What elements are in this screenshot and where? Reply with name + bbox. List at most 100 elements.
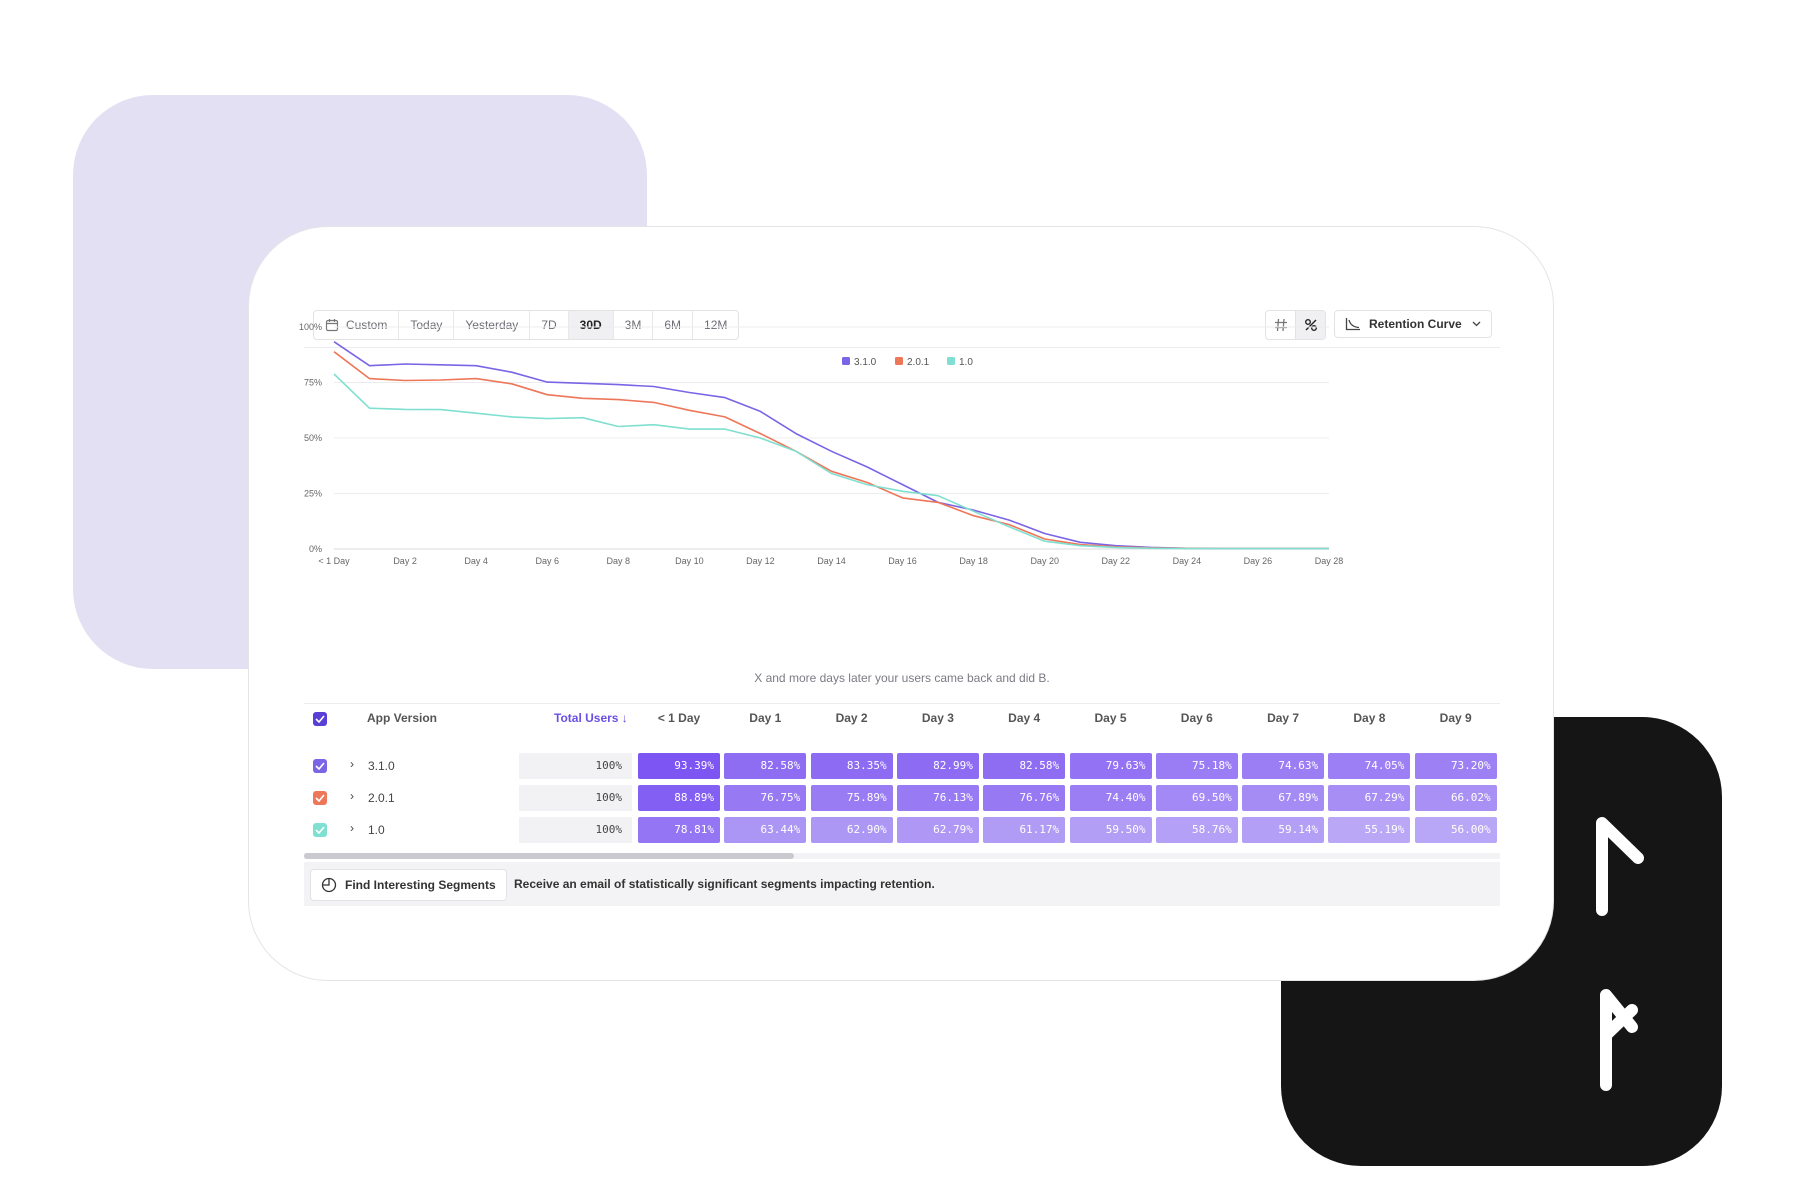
y-tick-label: 25% [304,489,322,499]
find-interesting-segments-button[interactable]: Find Interesting Segments [310,869,507,901]
horizontal-scrollbar-track[interactable] [304,853,1500,859]
retention-cell[interactable]: 74.05% [1328,753,1411,779]
retention-cell[interactable]: 76.76% [983,785,1066,811]
percent-toggle-button[interactable] [1295,311,1325,339]
row-version-label: 3.1.0 [368,759,395,773]
retention-cell[interactable]: 82.99% [896,753,979,779]
row-total-users: 100% [519,753,632,779]
date-range-12m[interactable]: 12M [693,311,738,339]
date-range-6m[interactable]: 6M [653,311,694,339]
toolbar-divider [304,347,1500,348]
retention-cell[interactable]: 62.90% [810,817,893,843]
retention-cell[interactable]: 67.29% [1328,785,1411,811]
x-tick-label: Day 10 [675,556,704,566]
table-row: › 1.0 100% 78.81% 63.44% 62.90% 62.79% 61.17% 59… [249,817,1553,843]
x-tick-label: < 1 Day [318,556,350,566]
day-column-header: Day 8 [1353,711,1386,725]
x-tick-label: Day 18 [959,556,988,566]
date-range-30d[interactable]: 30D [568,311,614,339]
table-divider [304,703,1500,704]
retention-cell[interactable]: 82.58% [724,753,807,779]
brand-arrow-glyph-icon [1596,817,1644,1091]
legend-swatch-1-0 [947,357,955,365]
table-row: › 2.0.1 100% 88.89% 76.75% 75.89% 76.13% 76.76%… [249,785,1553,811]
retention-cell[interactable]: 56.00% [1414,817,1497,843]
date-range-yesterday[interactable]: Yesterday [454,311,531,339]
x-tick-label: Day 16 [888,556,917,566]
series-line-1-0 [333,373,1329,550]
horizontal-scrollbar-thumb[interactable] [304,853,794,859]
retention-curve-icon [1345,318,1360,331]
date-range-3m[interactable]: 3M [614,311,654,339]
x-tick-label: Day 6 [535,556,559,566]
retention-cell[interactable]: 59.14% [1242,817,1325,843]
chevron-down-icon [1472,321,1481,327]
segments-icon [321,877,337,893]
row-checkbox[interactable] [313,759,327,773]
date-range-label: 30D [579,318,602,332]
x-tick-label: Day 14 [817,556,846,566]
retention-cell[interactable]: 62.79% [896,817,979,843]
date-range-7d[interactable]: 7D [530,311,569,339]
x-tick-label: Day 22 [1102,556,1131,566]
retention-cell[interactable]: 69.50% [1155,785,1238,811]
retention-cell[interactable]: 73.20% [1414,753,1497,779]
find-segments-label: Find Interesting Segments [345,878,496,892]
retention-cell[interactable]: 75.18% [1155,753,1238,779]
retention-cell[interactable]: 67.89% [1242,785,1325,811]
calendar-icon [325,319,339,332]
retention-cell[interactable]: 66.02% [1414,785,1497,811]
check-icon [315,762,325,770]
chart-type-dropdown[interactable]: Retention Curve [1334,310,1492,338]
row-checkbox[interactable] [313,791,327,805]
x-tick-label: Day 28 [1315,556,1344,566]
retention-cell[interactable]: 83.35% [810,753,893,779]
retention-cell[interactable]: 79.63% [1069,753,1152,779]
day-column-header: Day 2 [835,711,868,725]
check-icon [315,826,325,834]
retention-cell[interactable]: 63.44% [724,817,807,843]
retention-cell[interactable]: 59.50% [1069,817,1152,843]
retention-cell[interactable]: 82.58% [983,753,1066,779]
row-total-users: 100% [519,817,632,843]
total-users-header[interactable]: Total Users ↓ [554,711,628,725]
expand-row-chevron-icon[interactable]: › [350,757,354,771]
retention-cell[interactable]: 61.17% [983,817,1066,843]
retention-cell[interactable]: 78.81% [638,817,720,843]
y-tick-label: 50% [304,433,322,443]
y-tick-label: 0% [309,544,322,554]
retention-cell[interactable]: 88.89% [638,785,720,811]
retention-cell[interactable]: 58.76% [1155,817,1238,843]
retention-cell[interactable]: 75.89% [810,785,893,811]
date-range-selector: Custom Today Yesterday 7D 30D 3M 6M 12M [313,310,740,340]
expand-row-chevron-icon[interactable]: › [350,821,354,835]
retention-cell[interactable]: 76.75% [724,785,807,811]
date-range-label: 3M [624,318,642,332]
date-range-today[interactable]: Today [399,311,455,339]
expand-row-chevron-icon[interactable]: › [350,789,354,803]
retention-cell[interactable]: 74.40% [1069,785,1152,811]
check-icon [315,794,325,802]
row-checkbox[interactable] [313,823,327,837]
row-version-label: 2.0.1 [368,791,395,805]
percent-icon [1304,319,1317,331]
retention-cell[interactable]: 93.39% [638,753,720,779]
series-line-3-1-0 [333,341,1329,550]
app-version-header: App Version [367,711,438,725]
select-all-checkbox[interactable] [313,712,327,726]
segments-message: Receive an email of statistically signif… [514,877,935,891]
legend-swatch-2-0-1 [895,357,903,365]
check-icon [315,715,325,723]
date-range-custom[interactable]: Custom [314,311,400,339]
retention-cell[interactable]: 55.19% [1328,817,1411,843]
date-range-label: Yesterday [465,318,519,332]
x-tick-label: Day 26 [1244,556,1273,566]
retention-cell[interactable]: 76.13% [896,785,979,811]
y-tick-label: 75% [304,378,322,388]
count-toggle-button[interactable] [1266,311,1295,339]
series-line-2-0-1 [333,351,1329,550]
date-range-label: 12M [704,318,728,332]
date-range-label: Custom [346,318,388,332]
day-column-header: Day 3 [921,711,954,725]
retention-cell[interactable]: 74.63% [1242,753,1325,779]
